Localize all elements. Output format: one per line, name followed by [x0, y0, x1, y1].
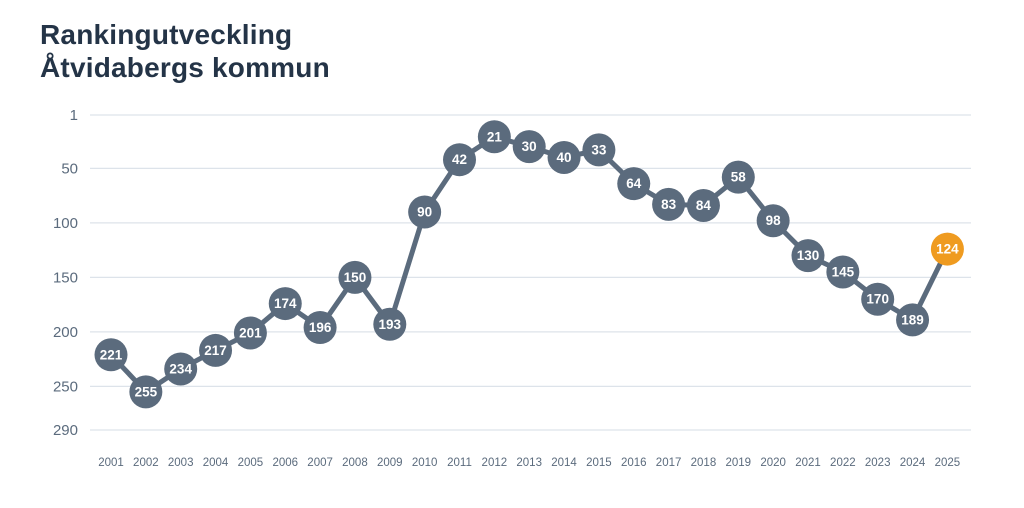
data-point [233, 316, 267, 350]
data-point-value: 124 [936, 242, 959, 257]
data-point [756, 204, 790, 238]
chart-title-line1: Rankingutveckling [40, 19, 293, 50]
x-tick-label: 2025 [935, 457, 961, 469]
data-point [268, 287, 302, 321]
data-point-value: 90 [417, 205, 432, 220]
data-point-value: 64 [626, 176, 642, 191]
y-tick-label: 1 [70, 107, 78, 124]
y-tick-label: 100 [53, 215, 78, 232]
x-tick-label: 2019 [726, 457, 752, 469]
data-point [896, 303, 930, 337]
data-point-value: 196 [309, 320, 332, 335]
x-tick-label: 2003 [168, 457, 194, 469]
x-tick-label: 2016 [621, 457, 647, 469]
data-point [164, 352, 198, 386]
data-point-value: 84 [696, 198, 712, 213]
data-point-value: 42 [452, 152, 467, 167]
data-point [338, 260, 372, 294]
x-tick-label: 2007 [307, 457, 333, 469]
x-tick-label: 2001 [98, 457, 124, 469]
data-point [826, 255, 860, 289]
data-point-value: 145 [832, 264, 855, 279]
data-point-value: 170 [866, 292, 889, 307]
data-point [373, 307, 407, 341]
x-tick-label: 2018 [691, 457, 717, 469]
data-point-value: 83 [661, 197, 677, 212]
data-point [686, 188, 720, 222]
data-point-value: 174 [274, 296, 297, 311]
data-point-value: 40 [557, 150, 572, 165]
data-point [721, 160, 755, 194]
data-point-value: 234 [169, 361, 192, 376]
x-tick-label: 2009 [377, 457, 403, 469]
x-tick-label: 2021 [795, 457, 821, 469]
data-point-value: 33 [591, 142, 607, 157]
x-tick-label: 2006 [272, 457, 298, 469]
data-point [199, 333, 233, 367]
data-point [652, 187, 686, 221]
data-point-highlight [930, 232, 964, 266]
data-point [861, 282, 895, 316]
data-point-value: 193 [379, 317, 402, 332]
data-point [408, 195, 442, 229]
data-point-value: 130 [797, 248, 820, 263]
x-tick-label: 2004 [203, 457, 229, 469]
y-tick-label: 200 [53, 324, 78, 341]
data-point [582, 133, 616, 167]
x-tick-label: 2010 [412, 457, 438, 469]
data-point [791, 239, 825, 273]
x-tick-label: 2022 [830, 457, 856, 469]
data-point [129, 375, 163, 409]
y-tick-label: 150 [53, 269, 78, 286]
data-point-value: 189 [901, 312, 924, 327]
data-point-value: 30 [522, 139, 537, 154]
data-point [443, 143, 476, 177]
data-point [547, 141, 581, 175]
x-tick-label: 2017 [656, 457, 682, 469]
data-point-value: 217 [204, 343, 227, 358]
x-tick-label: 2012 [482, 457, 508, 469]
data-point-value: 201 [239, 325, 262, 340]
data-point [303, 311, 337, 345]
data-point [477, 120, 511, 154]
data-point-value: 58 [731, 170, 747, 185]
data-point-value: 98 [766, 213, 782, 228]
chart-title: Rankingutveckling Åtvidabergs kommun [40, 18, 330, 84]
data-point [617, 167, 651, 201]
chart-title-line2: Åtvidabergs kommun [40, 52, 330, 84]
x-tick-label: 2020 [760, 457, 786, 469]
x-tick-label: 2015 [586, 457, 612, 469]
y-tick-label: 250 [53, 378, 78, 395]
data-point-value: 21 [487, 129, 503, 144]
x-tick-label: 2024 [900, 457, 926, 469]
data-point-value: 255 [135, 384, 158, 399]
x-tick-label: 2023 [865, 457, 891, 469]
x-tick-label: 2008 [342, 457, 368, 469]
x-tick-label: 2011 [447, 457, 472, 469]
data-point [94, 338, 128, 372]
x-tick-label: 2014 [551, 457, 577, 469]
y-tick-label: 290 [53, 422, 78, 439]
x-tick-label: 2002 [133, 457, 159, 469]
data-point-value: 221 [100, 347, 123, 362]
y-tick-label: 50 [61, 160, 78, 177]
data-point [512, 130, 546, 164]
x-tick-label: 2005 [238, 457, 264, 469]
x-tick-label: 2013 [516, 457, 542, 469]
data-point-value: 150 [344, 270, 367, 285]
